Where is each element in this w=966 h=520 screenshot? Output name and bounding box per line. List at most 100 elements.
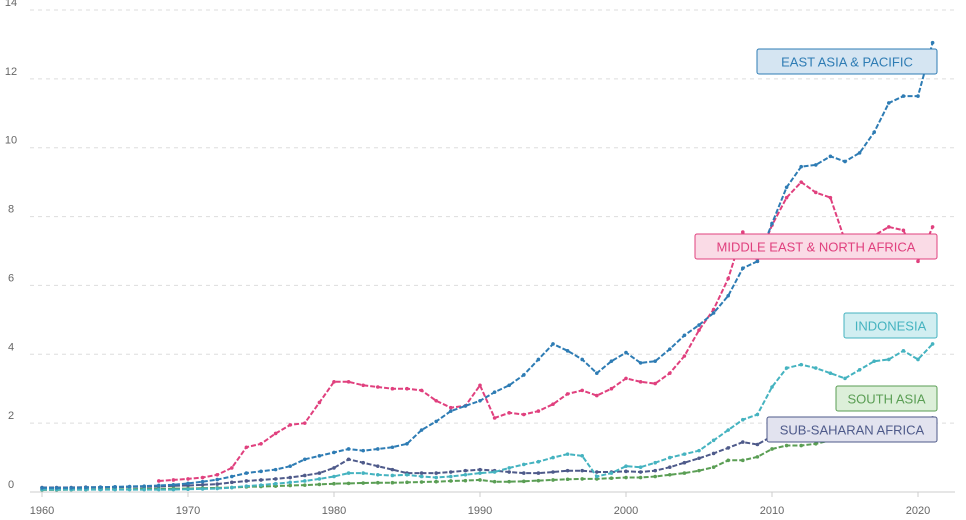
data-point xyxy=(127,484,132,489)
data-point xyxy=(478,383,482,388)
data-point xyxy=(492,416,497,420)
data-point xyxy=(565,349,570,353)
data-point xyxy=(697,456,701,461)
x-tick-label: 2020 xyxy=(906,505,930,517)
data-point xyxy=(784,185,789,190)
data-point xyxy=(901,349,906,353)
data-point xyxy=(273,481,278,486)
data-point xyxy=(84,485,88,490)
data-point xyxy=(113,487,117,492)
series-layer xyxy=(40,40,935,492)
data-point xyxy=(872,130,876,135)
data-point xyxy=(565,392,570,396)
data-point xyxy=(755,259,760,264)
data-point xyxy=(492,390,497,394)
data-point xyxy=(536,478,541,483)
data-point xyxy=(346,457,351,462)
data-point xyxy=(668,472,672,477)
data-point xyxy=(711,465,716,470)
data-point xyxy=(434,479,439,484)
data-point xyxy=(507,479,512,484)
x-tick-label: 1960 xyxy=(30,505,54,517)
data-point xyxy=(449,405,453,410)
data-point xyxy=(770,447,774,451)
series-label-text: INDONESIA xyxy=(855,319,927,334)
data-point xyxy=(551,455,555,460)
data-point xyxy=(376,464,380,468)
data-point xyxy=(186,481,190,486)
data-point xyxy=(288,480,293,485)
data-point xyxy=(507,466,512,470)
data-point xyxy=(726,446,730,450)
data-point xyxy=(230,466,234,470)
data-point xyxy=(390,445,395,450)
data-point xyxy=(405,472,409,477)
data-point xyxy=(215,482,219,486)
data-point xyxy=(259,483,263,487)
data-point xyxy=(638,475,643,480)
y-tick-label: 8 xyxy=(8,204,14,216)
data-point xyxy=(930,342,935,346)
data-point xyxy=(653,460,657,465)
data-point xyxy=(463,478,468,483)
data-point xyxy=(682,460,687,465)
data-point xyxy=(200,482,205,487)
data-point xyxy=(653,359,657,363)
data-point xyxy=(449,474,453,479)
data-point xyxy=(741,440,745,444)
data-point xyxy=(69,486,73,490)
data-point xyxy=(478,471,482,475)
grid-lines xyxy=(30,9,955,493)
data-point xyxy=(857,367,862,372)
data-point xyxy=(741,417,745,422)
data-point xyxy=(492,479,497,484)
data-point xyxy=(741,230,745,234)
data-point xyxy=(522,471,526,475)
data-point xyxy=(872,359,876,363)
data-point xyxy=(405,480,409,485)
data-point xyxy=(536,409,541,413)
data-point xyxy=(171,478,176,482)
data-point xyxy=(361,448,366,453)
data-point xyxy=(682,471,687,475)
series-label-box xyxy=(766,416,938,443)
data-point xyxy=(901,228,906,233)
data-point xyxy=(98,485,103,489)
data-point xyxy=(478,478,482,482)
data-point xyxy=(346,481,351,486)
y-tick-label: 10 xyxy=(5,135,17,147)
data-point xyxy=(332,466,336,470)
data-point xyxy=(814,366,818,370)
y-tick-label: 4 xyxy=(8,341,14,353)
data-point xyxy=(638,465,643,470)
data-point xyxy=(930,40,935,45)
data-point xyxy=(726,276,730,281)
data-point xyxy=(507,383,512,388)
data-point xyxy=(288,475,293,480)
series-line xyxy=(158,181,934,482)
data-point xyxy=(930,225,935,229)
data-point xyxy=(741,458,745,463)
data-point xyxy=(361,471,366,475)
data-point xyxy=(814,190,818,195)
data-point xyxy=(565,468,570,473)
data-point xyxy=(682,354,687,358)
data-point xyxy=(784,443,789,448)
series-label-middle-east-north-africa: MIDDLE EAST & NORTH AFRICA xyxy=(694,233,938,260)
data-point xyxy=(434,398,439,403)
data-point xyxy=(565,477,570,482)
data-point xyxy=(478,398,482,403)
data-point xyxy=(609,476,614,481)
data-point xyxy=(784,195,789,200)
data-point xyxy=(346,447,351,451)
data-point xyxy=(419,471,424,475)
data-point xyxy=(376,385,380,389)
data-point xyxy=(463,472,468,477)
data-point xyxy=(580,477,584,481)
data-point xyxy=(551,402,555,407)
data-point xyxy=(565,452,570,456)
data-point xyxy=(609,471,614,475)
data-point xyxy=(828,154,833,159)
series-label-box xyxy=(756,48,938,75)
